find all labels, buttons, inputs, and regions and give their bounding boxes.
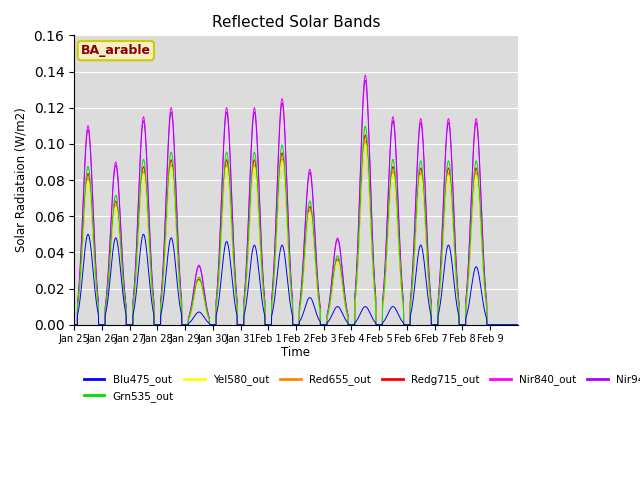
Grn535_out bbox=[70, 322, 78, 327]
Legend: Blu475_out, Grn535_out, Yel580_out, Red655_out, Redg715_out, Nir840_out, Nir945_: Blu475_out, Grn535_out, Yel580_out, Red6… bbox=[79, 371, 640, 406]
Yel580_out bbox=[420, 193, 428, 199]
Yel580_out bbox=[509, 322, 516, 327]
Red655_out bbox=[509, 322, 516, 327]
Nir945_out bbox=[420, 148, 428, 154]
Blu475_out bbox=[509, 322, 516, 327]
Y-axis label: Solar Radiataion (W/m2): Solar Radiataion (W/m2) bbox=[15, 108, 28, 252]
Red655_out bbox=[514, 322, 522, 327]
Nir945_out bbox=[391, 136, 399, 142]
Line: Yel580_out: Yel580_out bbox=[74, 144, 518, 324]
Grn535_out bbox=[420, 181, 428, 187]
Nir945_out bbox=[362, 77, 369, 83]
Nir945_out bbox=[509, 322, 516, 327]
Red655_out bbox=[391, 183, 399, 189]
Line: Grn535_out: Grn535_out bbox=[74, 126, 518, 324]
Redg715_out bbox=[420, 187, 428, 193]
Yel580_out bbox=[391, 185, 399, 191]
Red655_out bbox=[352, 290, 360, 296]
Redg715_out bbox=[161, 246, 169, 252]
Line: Redg715_out: Redg715_out bbox=[74, 135, 518, 324]
Grn535_out bbox=[161, 242, 169, 248]
Redg715_out bbox=[391, 178, 399, 184]
Redg715_out bbox=[362, 132, 369, 138]
Blu475_out bbox=[420, 253, 428, 259]
Redg715_out bbox=[70, 322, 78, 327]
Nir840_out bbox=[391, 133, 399, 139]
Nir945_out bbox=[514, 322, 522, 327]
Blu475_out bbox=[514, 322, 522, 327]
Blu475_out bbox=[391, 305, 399, 311]
Blu475_out bbox=[161, 280, 169, 286]
Nir840_out bbox=[362, 72, 369, 78]
Red655_out bbox=[161, 248, 169, 254]
X-axis label: Time: Time bbox=[282, 346, 310, 359]
Nir840_out bbox=[420, 144, 428, 150]
Title: Reflected Solar Bands: Reflected Solar Bands bbox=[212, 15, 380, 30]
Redg715_out bbox=[446, 173, 454, 179]
Redg715_out bbox=[509, 322, 516, 327]
Yel580_out bbox=[70, 322, 78, 327]
Nir840_out bbox=[514, 322, 522, 327]
Nir840_out bbox=[70, 322, 78, 327]
Nir840_out bbox=[352, 278, 360, 284]
Blu475_out bbox=[352, 319, 360, 324]
Nir840_out bbox=[446, 127, 454, 132]
Redg715_out bbox=[352, 289, 360, 295]
Red655_out bbox=[446, 178, 454, 184]
Nir840_out bbox=[161, 222, 169, 228]
Blu475_out bbox=[446, 246, 454, 252]
Redg715_out bbox=[514, 322, 522, 327]
Red655_out bbox=[362, 138, 369, 144]
Grn535_out bbox=[362, 123, 369, 129]
Yel580_out bbox=[352, 290, 360, 296]
Nir945_out bbox=[352, 279, 360, 285]
Grn535_out bbox=[352, 288, 360, 293]
Red655_out bbox=[420, 192, 428, 197]
Text: BA_arable: BA_arable bbox=[81, 44, 151, 57]
Nir945_out bbox=[161, 224, 169, 229]
Nir840_out bbox=[509, 322, 516, 327]
Line: Nir840_out: Nir840_out bbox=[74, 75, 518, 324]
Red655_out bbox=[70, 322, 78, 327]
Yel580_out bbox=[446, 180, 454, 186]
Grn535_out bbox=[509, 322, 516, 327]
Yel580_out bbox=[161, 249, 169, 255]
Nir945_out bbox=[70, 322, 78, 327]
Line: Red655_out: Red655_out bbox=[74, 141, 518, 324]
Grn535_out bbox=[391, 171, 399, 177]
Line: Blu475_out: Blu475_out bbox=[74, 234, 518, 324]
Grn535_out bbox=[514, 322, 522, 327]
Yel580_out bbox=[514, 322, 522, 327]
Blu475_out bbox=[70, 322, 78, 327]
Nir945_out bbox=[446, 131, 454, 136]
Yel580_out bbox=[362, 141, 369, 147]
Grn535_out bbox=[446, 167, 454, 172]
Line: Nir945_out: Nir945_out bbox=[74, 80, 518, 324]
Blu475_out bbox=[84, 231, 92, 237]
